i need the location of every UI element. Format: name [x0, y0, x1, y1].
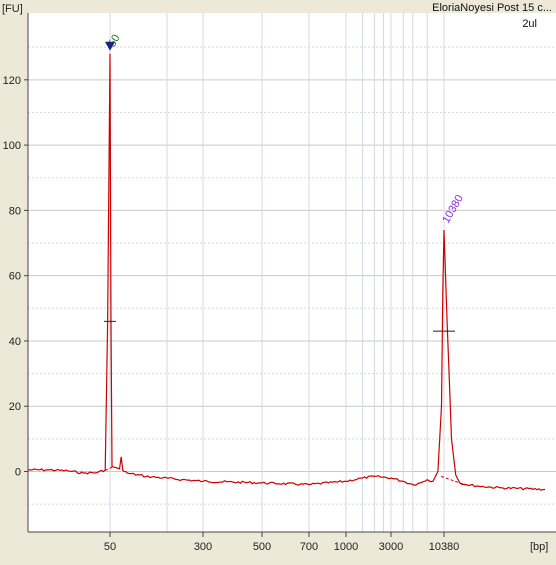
y-tick-label: 120	[3, 75, 21, 87]
x-tick-label: 500	[253, 541, 271, 553]
y-tick-label: 80	[9, 205, 21, 217]
triangle-marker-icon	[105, 41, 115, 51]
y-tick-label: 60	[9, 271, 21, 283]
y-tick-label: 0	[15, 467, 21, 479]
x-tick-label: 50	[104, 541, 116, 553]
sample-label: 2ul	[522, 18, 537, 30]
plot-area	[28, 13, 556, 532]
x-axis-unit: [bp]	[530, 541, 548, 553]
x-axis-ticks: 50 300 500 700 1000 3000 10380	[104, 532, 459, 553]
x-tick-label: 3000	[379, 541, 403, 553]
y-axis-unit: [FU]	[2, 3, 23, 15]
peak-baselines	[104, 466, 467, 486]
y-tick-label: 100	[3, 140, 21, 152]
peak-baseline	[104, 466, 113, 471]
x-tick-label: 1000	[334, 541, 358, 553]
x-tick-label: 700	[300, 541, 318, 553]
trace-line	[27, 53, 546, 491]
peak-baseline	[440, 475, 467, 486]
y-tick-label: 20	[9, 401, 21, 413]
x-tick-label: 300	[194, 541, 212, 553]
horizontal-gridlines	[28, 46, 556, 505]
y-axis-ticks: 0 20 40 60 80 100 120	[3, 75, 28, 479]
window-title: EloriaNoyesi Post 15 c...	[432, 2, 552, 14]
peak-markers	[104, 320, 455, 332]
x-tick-label: 10380	[429, 541, 460, 553]
y-tick-label: 40	[9, 336, 21, 348]
